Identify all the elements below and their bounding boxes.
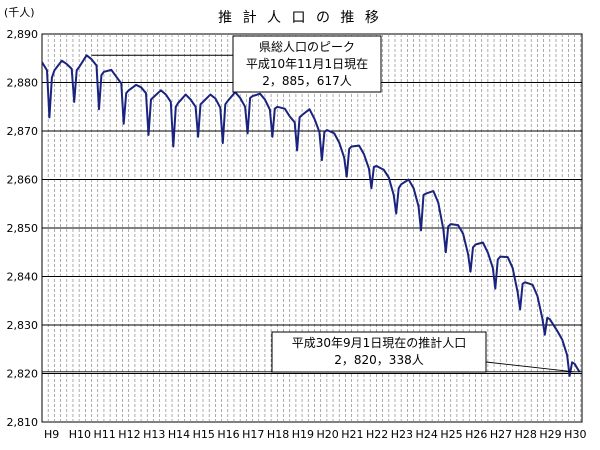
current-leader-line <box>485 361 574 373</box>
x-tick-label: H15 <box>193 428 215 441</box>
y-tick-label: 2,890 <box>7 28 39 41</box>
y-unit-label: (千人) <box>4 6 35 19</box>
axis-layer: 2,810 2,820 2,830 2,840 2,850 2,860 2,870 2,880… <box>7 28 587 441</box>
x-tick-label: H11 <box>94 428 116 441</box>
x-tick-label: H23 <box>391 428 413 441</box>
x-tick-label: H19 <box>292 428 314 441</box>
peak-callout-box <box>232 35 382 93</box>
x-tick-label: H13 <box>143 428 165 441</box>
x-tick-label: H14 <box>168 428 190 441</box>
y-tick-label: 2,840 <box>7 271 39 284</box>
y-tick-label: 2,850 <box>7 222 39 235</box>
x-tick-label: H16 <box>217 428 239 441</box>
x-tick-label: H28 <box>515 428 537 441</box>
x-tick-label: H22 <box>366 428 388 441</box>
y-tick-label: 2,830 <box>7 319 39 332</box>
x-tick-label: H26 <box>465 428 487 441</box>
y-tick-label: 2,870 <box>7 125 39 138</box>
x-tick-label: H30 <box>564 428 586 441</box>
x-tick-label: H29 <box>539 428 561 441</box>
x-tick-label: H17 <box>242 428 264 441</box>
x-tick-label: H21 <box>341 428 363 441</box>
current-callout-line: 平成30年9月1日現在の推計人口 <box>292 335 467 350</box>
peak-callout-line: 平成10年11月1日現在 <box>246 57 368 71</box>
series-layer <box>41 54 581 377</box>
current-callout-box <box>271 331 487 373</box>
current-callout-line: 2，820，338人 <box>334 353 423 367</box>
y-tick-label: 2,820 <box>7 368 39 381</box>
y-tick-label: 2,860 <box>7 174 39 187</box>
x-tick-label: H27 <box>490 428 512 441</box>
x-tick-label: H12 <box>118 428 140 441</box>
y-tick-label: 2,880 <box>7 77 39 90</box>
chart-title: 推 計 人 口 の 推 移 <box>218 10 382 26</box>
x-tick-label: H10 <box>69 428 91 441</box>
x-tick-label: H18 <box>267 428 289 441</box>
peak-callout-line: 県総人口のピーク <box>259 40 355 54</box>
x-tick-label: H25 <box>440 428 462 441</box>
y-tick-label: 2,810 <box>7 416 39 429</box>
population-line <box>41 54 581 377</box>
peak-callout-line: 2，885，617人 <box>262 74 351 88</box>
x-tick-label: H24 <box>416 428 438 441</box>
x-tick-label: H20 <box>316 428 338 441</box>
x-tick-label: H9 <box>44 428 59 441</box>
